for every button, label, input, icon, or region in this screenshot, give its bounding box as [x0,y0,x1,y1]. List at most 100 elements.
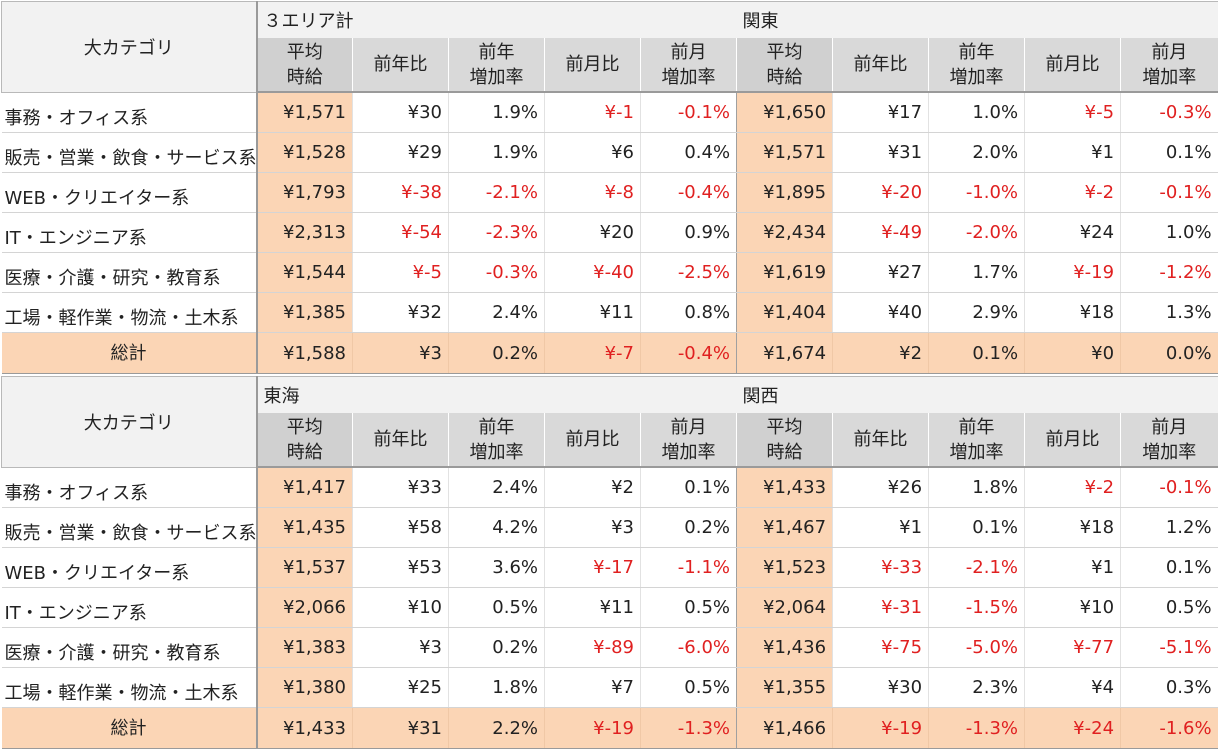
table-row: 工場・軽作業・物流・土木系 ¥1,380 ¥25 1.8% ¥7 0.5% ¥1,355 ¥3… [1,667,1218,708]
value-cell: ¥18 [1024,507,1121,548]
value-cell: ¥-20 [832,172,929,213]
sub-header-row: 平均 時給 前年比 前年 増加率 前月比 前月 増加率 平均 時給 前年比 前年 増加率 … [2,413,1218,468]
category-cell: 事務・オフィス系 [1,467,258,508]
value-cell: ¥1,588 [256,332,353,374]
value-cell: 0.1% [1120,547,1218,588]
category-cell: IT・エンジニア系 [1,587,258,628]
value-cell: 1.9% [448,92,545,133]
sub-header-row: 平均 時給 前年比 前年 増加率 前月比 前月 増加率 平均 時給 前年比 前年 増加率 … [2,38,1218,93]
value-cell: 0.3% [1120,667,1218,708]
total-label: 総計 [1,332,258,374]
value-cell: 0.5% [448,587,545,628]
value-cell: 0.1% [639,467,737,508]
value-cell: ¥-38 [352,172,449,213]
value-cell: ¥1,537 [256,547,353,588]
value-cell: ¥1,466 [736,707,833,749]
value-cell: 2.0% [928,132,1025,173]
value-cell: ¥1,674 [736,332,833,374]
column-header: 前月比 [1024,38,1121,93]
value-cell: ¥53 [352,547,449,588]
value-cell: ¥1,650 [736,92,833,133]
value-cell: ¥32 [352,292,449,333]
value-cell: ¥29 [352,132,449,173]
value-cell: ¥-2 [1024,172,1121,213]
category-header: 大カテゴリ [1,376,258,468]
total-row: 総計 ¥1,588 ¥3 0.2% ¥-7 -0.4% ¥1,674 ¥2 0.1% ¥0 0.0% [1,332,1218,374]
table-row: 医療・介護・研究・教育系 ¥1,383 ¥3 0.2% ¥-89 -6.0% ¥1,436 ¥… [1,627,1218,668]
column-header: 前月 増加率 [639,38,737,93]
category-cell: WEB・クリエイター系 [1,172,258,213]
value-cell: ¥1,385 [256,292,353,333]
value-cell: 1.2% [1120,507,1218,548]
value-cell: ¥3 [544,507,641,548]
value-cell: -1.0% [928,172,1025,213]
value-cell: ¥31 [352,707,449,749]
value-cell: -5.0% [928,627,1025,668]
value-cell: ¥-89 [544,627,641,668]
wage-table-1: 大カテゴリ ３エリア計 関東 平均 時給 前年比 前年 増加率 前月比 前月 増加率 … [1,1,1218,374]
value-cell: -0.1% [1120,467,1218,508]
table-row: 販売・営業・飲食・サービス系 ¥1,435 ¥58 4.2% ¥3 0.2% ¥1,467 ¥… [1,507,1218,548]
value-cell: ¥1,404 [736,292,833,333]
value-cell: -2.0% [928,212,1025,253]
column-header: 前月比 [1024,413,1121,468]
table-body: 事務・オフィス系 ¥1,417 ¥33 2.4% ¥2 0.1% ¥1,433 ¥26 1.8%… [1,467,1218,708]
value-cell: ¥58 [352,507,449,548]
value-cell: -0.1% [639,92,737,133]
value-cell: 0.4% [639,132,737,173]
value-cell: -2.1% [448,172,545,213]
column-header: 平均 時給 [256,38,353,93]
value-cell: ¥11 [544,587,641,628]
table-row: 工場・軽作業・物流・土木系 ¥1,385 ¥32 2.4% ¥11 0.8% ¥1,404 ¥… [1,292,1218,333]
value-cell: ¥17 [832,92,929,133]
value-cell: ¥-2 [1024,467,1121,508]
value-cell: ¥-7 [544,332,641,374]
value-cell: ¥10 [1024,587,1121,628]
value-cell: ¥6 [544,132,641,173]
value-cell: -2.1% [928,547,1025,588]
value-cell: ¥4 [1024,667,1121,708]
value-cell: ¥33 [352,467,449,508]
value-cell: 0.5% [639,667,737,708]
category-cell: WEB・クリエイター系 [1,547,258,588]
value-cell: 0.9% [639,212,737,253]
value-cell: -6.0% [639,627,737,668]
value-cell: 0.5% [639,587,737,628]
table-row: IT・エンジニア系 ¥2,313 ¥-54 -2.3% ¥20 0.9% ¥2,434 ¥-4… [1,212,1218,253]
table-row: 事務・オフィス系 ¥1,417 ¥33 2.4% ¥2 0.1% ¥1,433 ¥26 1.8%… [1,467,1218,508]
value-cell: 1.7% [928,252,1025,293]
value-cell: ¥7 [544,667,641,708]
value-cell: ¥3 [352,332,449,374]
value-cell: ¥-8 [544,172,641,213]
region-label: 関東 [736,1,1218,38]
column-header: 前年 増加率 [448,38,545,93]
column-header: 前年比 [832,38,929,93]
value-cell: ¥30 [832,667,929,708]
value-cell: -2.3% [448,212,545,253]
category-cell: 事務・オフィス系 [1,92,258,133]
category-cell: 工場・軽作業・物流・土木系 [1,292,258,333]
value-cell: ¥11 [544,292,641,333]
value-cell: ¥-75 [832,627,929,668]
value-cell: -1.5% [928,587,1025,628]
value-cell: ¥2,064 [736,587,833,628]
value-cell: ¥1,571 [256,92,353,133]
value-cell: ¥0 [1024,332,1121,374]
value-cell: 1.8% [448,667,545,708]
value-cell: 1.0% [928,92,1025,133]
value-cell: ¥2 [544,467,641,508]
value-cell: 2.4% [448,292,545,333]
value-cell: 2.4% [448,467,545,508]
value-cell: ¥-1 [544,92,641,133]
value-cell: 1.3% [1120,292,1218,333]
value-cell: ¥-33 [832,547,929,588]
value-cell: -0.1% [1120,172,1218,213]
value-cell: ¥2,313 [256,212,353,253]
value-cell: ¥1,793 [256,172,353,213]
value-cell: ¥-19 [1024,252,1121,293]
value-cell: ¥1,417 [256,467,353,508]
value-cell: ¥-31 [832,587,929,628]
value-cell: 0.1% [1120,132,1218,173]
value-cell: 0.2% [448,332,545,374]
table-row: IT・エンジニア系 ¥2,066 ¥10 0.5% ¥11 0.5% ¥2,064 ¥-31-… [1,587,1218,628]
